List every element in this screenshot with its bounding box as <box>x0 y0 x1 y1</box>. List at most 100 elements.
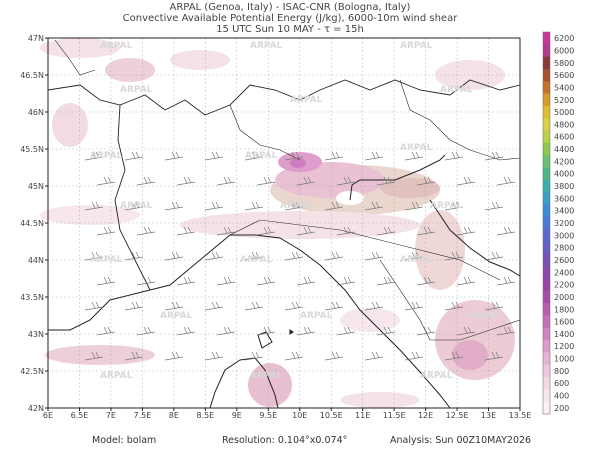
colorbar-label: 600 <box>554 379 569 388</box>
wind-barb <box>364 351 384 361</box>
wind-barb <box>364 251 384 261</box>
wind-barb <box>284 151 304 161</box>
colorbar-label: 1200 <box>554 342 574 351</box>
wind-barb <box>124 351 144 361</box>
watermark: ARPAL <box>160 311 193 321</box>
watermark: ARPAL <box>430 201 463 211</box>
colorbar-label: 5800 <box>554 59 574 68</box>
wind-barb <box>416 226 436 236</box>
watermark: ARPAL <box>400 255 433 265</box>
wind-barb <box>204 351 224 361</box>
wind-barb <box>324 351 344 361</box>
wind-barb <box>484 301 504 311</box>
watermark: ARPAL <box>300 311 333 321</box>
colorbar-label: 2800 <box>554 244 574 253</box>
wind-barb <box>284 301 304 311</box>
colorbar-swatch <box>543 364 550 378</box>
colorbar-swatch <box>543 155 550 168</box>
colorbar-swatch <box>543 68 550 82</box>
wind-barbs <box>84 151 516 361</box>
wind-barb <box>96 276 116 286</box>
wind-barb <box>96 176 116 186</box>
colorbar-label: 3200 <box>554 219 574 228</box>
wind-barb <box>284 351 304 361</box>
colorbar-swatch <box>543 327 550 341</box>
colorbar-swatch <box>543 44 550 57</box>
x-axis-label: 9E <box>232 411 242 420</box>
wind-barb <box>324 251 344 261</box>
watermark: ARPAL <box>245 151 278 161</box>
watermark: ARPAL <box>470 311 503 321</box>
wind-barb <box>404 201 424 211</box>
wind-barb <box>296 326 316 336</box>
colorbar-label: 3000 <box>554 231 574 240</box>
colorbar-label: 1000 <box>554 355 574 364</box>
colorbar-label: 2200 <box>554 281 574 290</box>
wind-barb <box>204 151 224 161</box>
colorbar-label: 5600 <box>554 71 574 80</box>
wind-barb <box>136 226 156 236</box>
x-axis-label: 12E <box>418 411 433 420</box>
wind-barb <box>456 226 476 236</box>
y-axis-label: 43.5N <box>20 293 44 302</box>
coastlines-borders <box>47 39 521 409</box>
colorbar-swatch <box>543 192 550 205</box>
wind-barb <box>216 326 236 336</box>
colorbar-label: 2000 <box>554 293 574 302</box>
header-line: Convective Available Potential Energy (J… <box>123 13 459 24</box>
colorbar-swatch <box>543 142 550 156</box>
x-axis-label: 6.5E <box>71 411 89 420</box>
wind-barb <box>256 226 276 236</box>
wind-barb <box>444 201 464 211</box>
wind-barb <box>204 301 224 311</box>
colorbar-swatch <box>543 253 550 267</box>
wind-barb <box>404 301 424 311</box>
wind-barb <box>296 276 316 286</box>
wind-barb <box>136 276 156 286</box>
colorbar-swatch <box>543 315 550 329</box>
colorbar-label: 200 <box>554 404 569 413</box>
watermark: ARPAL <box>290 95 323 105</box>
wind-barb <box>216 276 236 286</box>
watermark: ARPAL <box>100 371 133 381</box>
wind-barb <box>176 326 196 336</box>
wind-barb <box>244 301 264 311</box>
colorbar-label: 3600 <box>554 194 574 203</box>
x-axis-label: 12.5E <box>446 411 469 420</box>
wind-barb <box>296 226 316 236</box>
y-axis-label: 42N <box>28 404 44 413</box>
wind-barb <box>136 176 156 186</box>
wind-barb <box>84 201 104 211</box>
wind-barb <box>364 151 384 161</box>
watermark: ARPAL <box>90 255 123 265</box>
wind-barb <box>404 251 424 261</box>
footer-resolution: Resolution: 0.104°x0.074° <box>222 435 347 446</box>
colorbar-swatch <box>543 303 550 316</box>
wind-barb <box>244 201 264 211</box>
colorbar-label: 1400 <box>554 330 574 339</box>
colorbar-label: 800 <box>554 367 569 376</box>
watermark: ARPAL <box>280 201 313 211</box>
watermark: ARPAL <box>400 143 433 153</box>
wind-barb <box>444 251 464 261</box>
wind-barb <box>496 276 516 286</box>
x-axis-label: 11.5E <box>383 411 406 420</box>
y-axis-label: 46N <box>28 108 44 117</box>
colorbar-swatch <box>543 266 550 279</box>
colorbar-label: 3400 <box>554 207 574 216</box>
x-axis-label: 11E <box>355 411 370 420</box>
y-axis-label: 44.5N <box>20 219 44 228</box>
colorbar-label: 5000 <box>554 108 574 117</box>
wind-barb <box>284 251 304 261</box>
wind-barb <box>324 151 344 161</box>
x-axis-label: 6E <box>43 411 53 420</box>
colorbar-swatch <box>543 278 550 292</box>
colorbar-swatch <box>543 81 550 94</box>
y-axis-label: 45.5N <box>20 145 44 154</box>
wind-barb <box>84 301 104 311</box>
colorbar-swatch <box>543 290 550 304</box>
colorbar-label: 3800 <box>554 182 574 191</box>
colorbar-swatch <box>543 93 550 107</box>
wind-barb <box>124 301 144 311</box>
